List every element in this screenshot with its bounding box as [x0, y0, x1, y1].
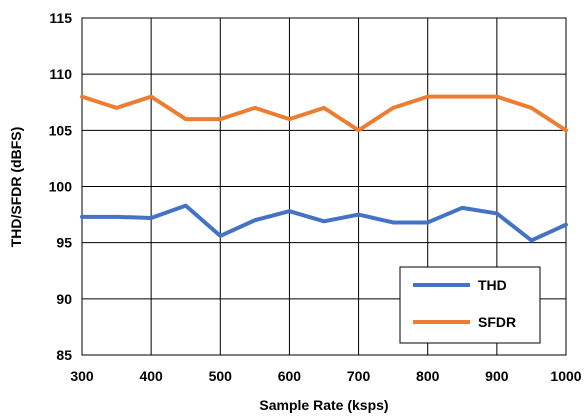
- x-tick-label: 800: [416, 368, 440, 384]
- y-tick-label: 85: [56, 347, 72, 363]
- series-line-thd: [80, 203, 568, 243]
- x-axis-ticks: 300 400 500 600 700 800 900 1000: [70, 368, 581, 384]
- gridlines: [81, 17, 567, 356]
- y-tick-label: 115: [49, 10, 72, 26]
- y-axis-label: THD/SFDR (dBFS): [8, 127, 24, 248]
- y-tick-label: 110: [49, 66, 72, 82]
- y-tick-label: 100: [49, 179, 73, 195]
- y-tick-label: 90: [56, 291, 72, 307]
- x-tick-label: 500: [209, 368, 233, 384]
- x-tick-label: 1000: [550, 368, 581, 384]
- x-axis-label: Sample Rate (ksps): [259, 397, 388, 413]
- x-tick-label: 400: [139, 368, 163, 384]
- y-tick-label: 95: [56, 235, 72, 251]
- series-line-sfdr: [80, 94, 568, 133]
- series-lines: [80, 94, 568, 243]
- x-tick-label: 900: [485, 368, 509, 384]
- legend: THD SFDR: [399, 266, 541, 344]
- x-tick-label: 700: [347, 368, 371, 384]
- legend-box: [399, 266, 541, 344]
- x-tick-label: 300: [70, 368, 94, 384]
- x-tick-label: 600: [278, 368, 302, 384]
- y-axis-ticks: 85 90 95 100 105 110 115: [49, 10, 73, 363]
- y-tick-label: 105: [49, 122, 73, 138]
- legend-label-thd: THD: [478, 277, 507, 293]
- legend-label-sfdr: SFDR: [478, 314, 516, 330]
